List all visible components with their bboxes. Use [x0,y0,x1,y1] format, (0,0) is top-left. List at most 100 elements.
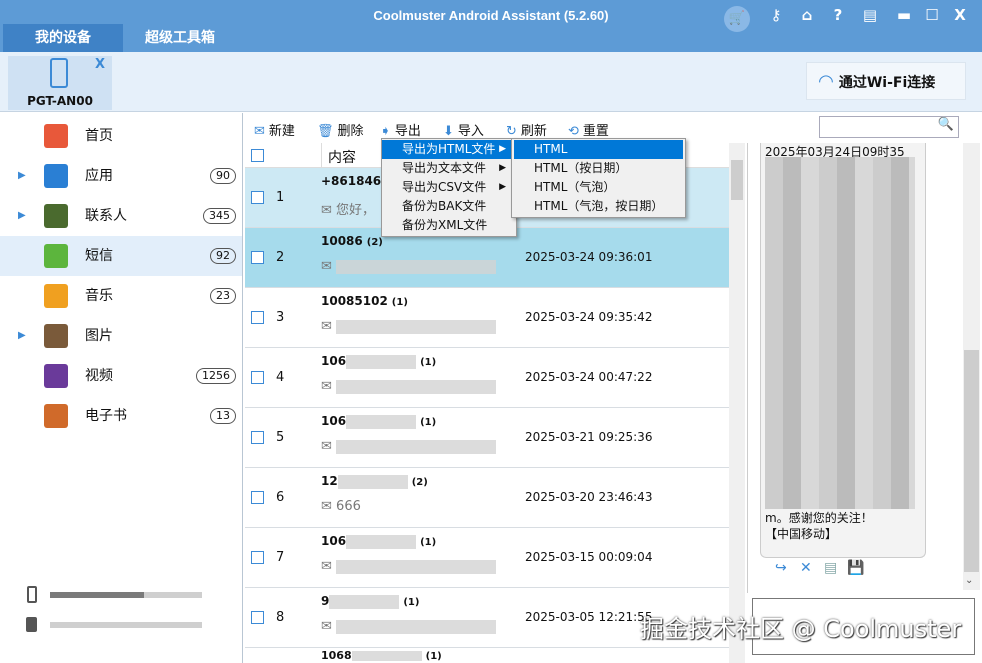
sidebar-item-contacts[interactable]: ▶ 联系人 345 [0,196,242,236]
table-row[interactable]: 6 12 (2) ✉ 666 2025-03-20 23:46:43 [245,468,729,528]
tab-my-devices[interactable]: 我的设备 [3,24,123,52]
sidebar-item-label: 短信 [85,248,113,264]
export-html-option[interactable]: HTML（气泡） [534,180,616,194]
table-row[interactable]: 5 106 (1) ✉ 2025-03-21 09:25:36 [245,408,729,468]
content-column-header[interactable]: 内容 [328,150,356,166]
expand-arrow-icon[interactable]: ▶ [18,330,26,341]
toolbar: ✉ 新建 🗑 删除 ➧ 导出 ⬇ 导入 ↻ 刷新 ⟲ 重置 [245,115,975,141]
tab-toolbox[interactable]: 超级工具箱 [145,30,215,46]
table-row[interactable]: 3 10085102 (1) ✉ 2025-03-24 09:35:42 [245,288,729,348]
row-number: 4 [276,370,285,385]
sidebar-item-video[interactable]: 视频 1256 [0,356,242,396]
cart-icon[interactable]: 🛒 [724,6,750,32]
expand-arrow-icon[interactable]: ▶ [18,170,26,181]
search-input[interactable]: 🔍 [819,116,959,138]
help-icon[interactable]: ? [833,6,843,24]
sidebar-item-label: 图片 [85,328,113,344]
row-checkbox[interactable] [251,551,264,564]
wifi-connect-label: 通过Wi-Fi连接 [838,75,936,91]
arrow-down-icon: ⬇ [443,124,454,139]
sidebar-item-photo[interactable]: ▶ 图片 [0,316,242,356]
detail-scroll-thumb[interactable] [964,350,979,572]
message-preview: ✉ [321,439,497,454]
row-checkbox[interactable] [251,491,264,504]
device-tile[interactable] [8,56,112,110]
key-icon[interactable]: ⚷ [770,6,782,24]
table-row[interactable]: 8 9 (1) ✉ 2025-03-05 12:21:55 [245,588,729,648]
export-menu-item[interactable]: 备份为XML文件 [402,218,488,232]
envelope-icon: ✉ [321,619,332,634]
message-preview: ✉ [321,379,497,394]
export-html-option[interactable]: HTML（气泡，按日期） [534,199,664,213]
row-checkbox[interactable] [251,311,264,324]
row-checkbox[interactable] [251,371,264,384]
export-menu-item[interactable]: 备份为BAK文件 [402,199,487,213]
close-icon[interactable]: X [954,6,966,24]
envelope-icon: ✉ [321,319,332,334]
message-preview: ✉ 您好， [321,203,376,218]
sidebar-item-apps[interactable]: ▶ 应用 90 [0,156,242,196]
new-button[interactable]: ✉ 新建 [254,124,295,139]
select-all-checkbox[interactable] [251,149,264,162]
export-menu: 导出为HTML文件 ▶ 导出为文本文件 ▶ 导出为CSV文件 ▶ 备份为BAK文件 备份为XM… [381,138,517,237]
count-badge: 345 [203,208,236,224]
table-row[interactable]: 4 106 (1) ✉ 2025-03-24 00:47:22 [245,348,729,408]
message-detail-panel [747,143,980,593]
watermark: 掘金技术社区 @ Coolmuster [640,615,962,643]
submenu-arrow-icon: ▶ [499,182,506,192]
maximize-icon[interactable]: ☐ [925,6,939,24]
export-button[interactable]: ➧ 导出 [380,124,421,139]
envelope-icon: ✉ [321,259,332,274]
table-row[interactable]: 2 10086 (2) ✉ 2025-03-24 09:36:01 [245,228,729,288]
table-row[interactable]: 1068 (1) [245,648,729,663]
reset-button[interactable]: ⟲ 重置 [568,124,609,139]
sidebar-item-label: 视频 [85,368,113,384]
message-date: 2025-03-24 09:35:42 [525,310,653,324]
sidebar-item-home[interactable]: 首页 [0,116,242,156]
envelope-icon: ✉ [321,203,332,218]
import-button[interactable]: ⬇ 导入 [443,124,484,139]
message-date: 2025-03-24 09:36:01 [525,250,653,264]
sidebar-item-music[interactable]: 音乐 23 [0,276,242,316]
video-icon [44,364,68,388]
row-number: 8 [276,610,285,625]
disconnect-device-button[interactable]: X [95,57,106,72]
home-icon[interactable]: ⌂ [801,6,813,24]
export-menu-item[interactable]: 导出为HTML文件 ▶ [382,140,516,159]
export-html-option[interactable]: HTML [514,140,683,159]
message-date: 2025年03月24日09时35 [765,145,905,159]
forward-icon[interactable]: ↪ [775,560,787,576]
expand-arrow-icon[interactable]: ▶ [18,210,26,221]
list-scrollbar[interactable] [729,143,745,663]
wifi-connect-button[interactable]: ◠ 通过Wi-Fi连接 [806,62,966,100]
row-number: 6 [276,490,285,505]
sd-card-icon [26,617,37,632]
save-icon[interactable]: 💾 [847,560,865,576]
row-checkbox[interactable] [251,611,264,624]
reply-input[interactable] [752,598,975,655]
table-row[interactable]: 7 106 (1) ✉ 2025-03-15 00:09:04 [245,528,729,588]
copy-icon[interactable]: ▤ [824,560,838,576]
export-html-option[interactable]: HTML（按日期） [534,161,628,175]
contacts-icon [44,204,68,228]
export-menu-item[interactable]: 导出为CSV文件 ▶ [382,178,516,197]
scroll-down-icon[interactable]: ⌄ [965,575,974,586]
minimize-icon[interactable]: ▬ [896,6,912,24]
feedback-icon[interactable]: ▤ [862,6,878,24]
row-number: 7 [276,550,285,565]
sidebar-item-sms[interactable]: 短信 92 [0,236,242,276]
envelope-icon: ✉ [254,124,265,139]
row-checkbox[interactable] [251,191,264,204]
message-bubble: 2025年03月24日09时35 m。感谢您的关注！ 【中国移动】 [760,143,926,558]
list-scroll-thumb[interactable] [731,160,743,200]
delete-button[interactable]: 🗑 删除 [317,124,364,139]
refresh-button[interactable]: ↻ 刷新 [506,124,547,139]
delete-message-icon[interactable]: ✕ [800,560,812,576]
export-menu-item[interactable]: 导出为文本文件 ▶ [382,159,516,178]
apps-icon [44,164,68,188]
envelope-icon: ✉ [321,559,332,574]
row-checkbox[interactable] [251,251,264,264]
row-checkbox[interactable] [251,431,264,444]
count-badge: 90 [210,168,236,184]
sidebar-item-ebook[interactable]: 电子书 13 [0,396,242,436]
